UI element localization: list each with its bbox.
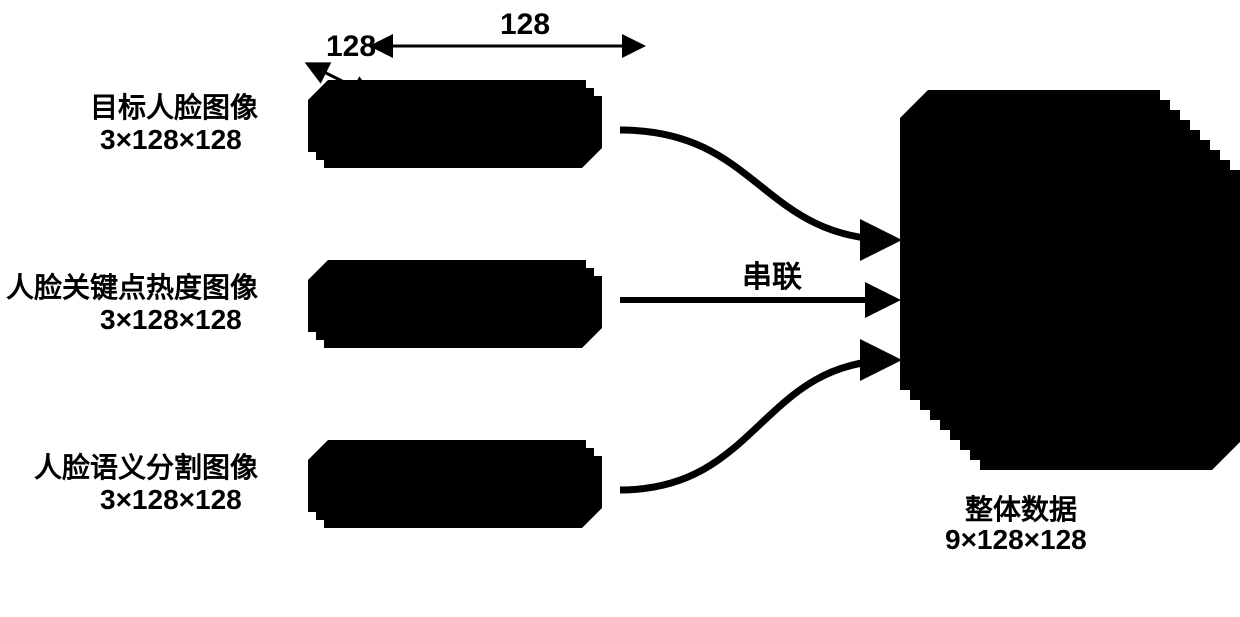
stack-layer — [980, 170, 1240, 470]
stack-seg — [308, 440, 602, 528]
input-landmark-title: 人脸关键点热度图像 — [6, 266, 258, 306]
input-seg-dims: 3×128×128 — [100, 484, 242, 516]
output-dims: 9×128×128 — [945, 524, 1087, 556]
input-target-title: 目标人脸图像 — [90, 86, 258, 126]
concat-label: 串联 — [742, 252, 802, 296]
stack-layer — [324, 276, 602, 348]
stack-layer — [324, 96, 602, 168]
arrow-bottom-curve — [620, 360, 895, 490]
input-target-dims: 3×128×128 — [100, 124, 242, 156]
input-seg-title: 人脸语义分割图像 — [34, 446, 258, 486]
stack-layer — [324, 456, 602, 528]
arrow-top-curve — [620, 130, 895, 240]
dim-depth-label: 128 — [326, 30, 376, 64]
dim-width-label: 128 — [500, 8, 550, 42]
output-title: 整体数据 — [965, 488, 1077, 528]
stack-target — [308, 80, 602, 168]
input-landmark-dims: 3×128×128 — [100, 304, 242, 336]
stack-landmark — [308, 260, 602, 348]
stack-output — [900, 90, 1240, 470]
